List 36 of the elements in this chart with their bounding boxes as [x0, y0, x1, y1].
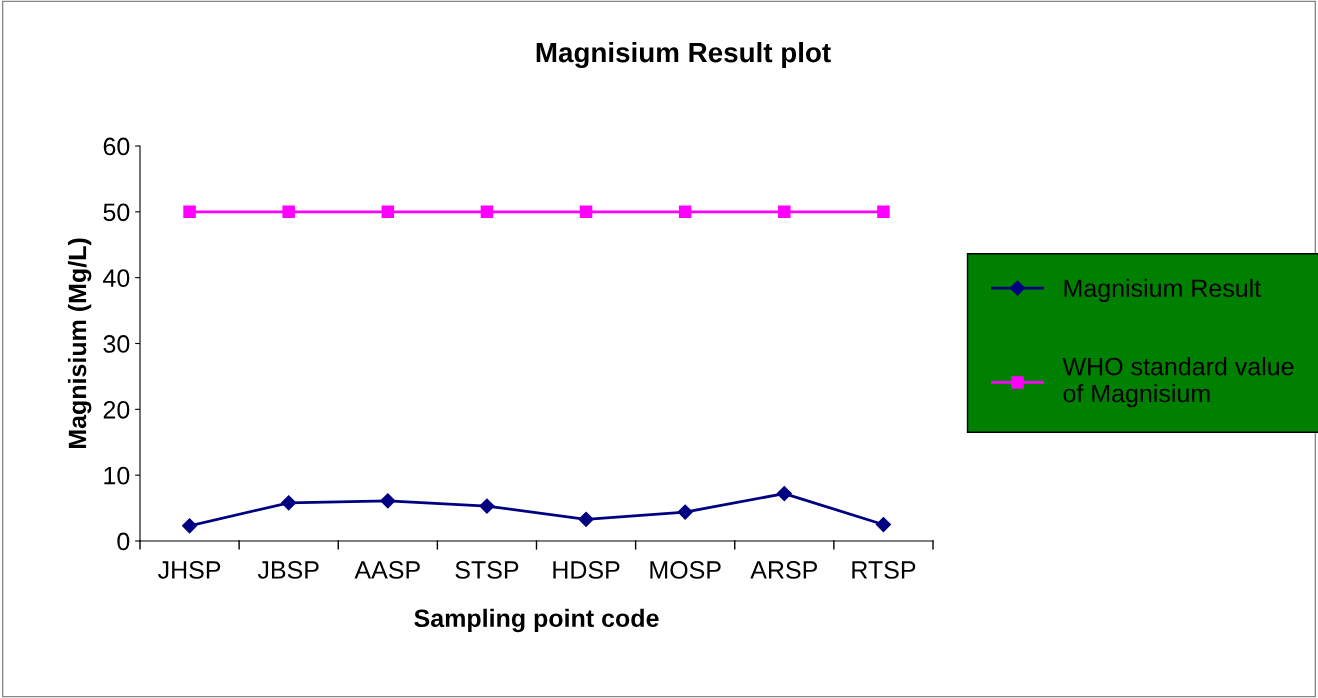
y-tick-label: 60 [103, 137, 130, 156]
point [877, 205, 890, 219]
point [181, 518, 198, 534]
y-tick-label: 30 [103, 335, 130, 353]
x-tick-label: JBSP [257, 561, 319, 579]
point [380, 493, 396, 509]
chart-title: Magnisium Result plot [536, 41, 831, 69]
point [678, 205, 692, 219]
y-tick-label: 40 [103, 269, 130, 287]
point [875, 516, 892, 533]
point [677, 504, 693, 520]
x-tick-label: ARSP [750, 561, 818, 579]
point [183, 205, 196, 219]
legend-label: Magnisium Result [1064, 278, 1261, 303]
x-tick-label: RTSP [852, 561, 916, 579]
point [479, 498, 495, 514]
x-tick-label: MOSP [650, 561, 721, 579]
point [281, 495, 297, 511]
y-tick-label: 20 [103, 400, 130, 419]
y-tick-label: 0 [117, 532, 130, 551]
legend-label: WHO standard value of Magnisium [1062, 357, 1294, 408]
point [778, 205, 791, 219]
y-axis-title: Magnisium (Mg/L) [67, 238, 92, 449]
point [776, 486, 792, 502]
y-tick-label: 10 [104, 466, 130, 485]
x-tick-label: HDSP [553, 561, 620, 579]
x-tick-label: JHSP [158, 561, 221, 579]
point [480, 205, 494, 219]
point [282, 205, 295, 219]
x-tick-label: AASP [354, 561, 420, 579]
point [381, 205, 395, 219]
point [578, 511, 594, 527]
point [579, 205, 593, 219]
y-tick-label: 50 [103, 203, 130, 222]
x-axis-title: Sampling point code [414, 608, 659, 633]
x-tick-label: STSP [455, 561, 519, 579]
